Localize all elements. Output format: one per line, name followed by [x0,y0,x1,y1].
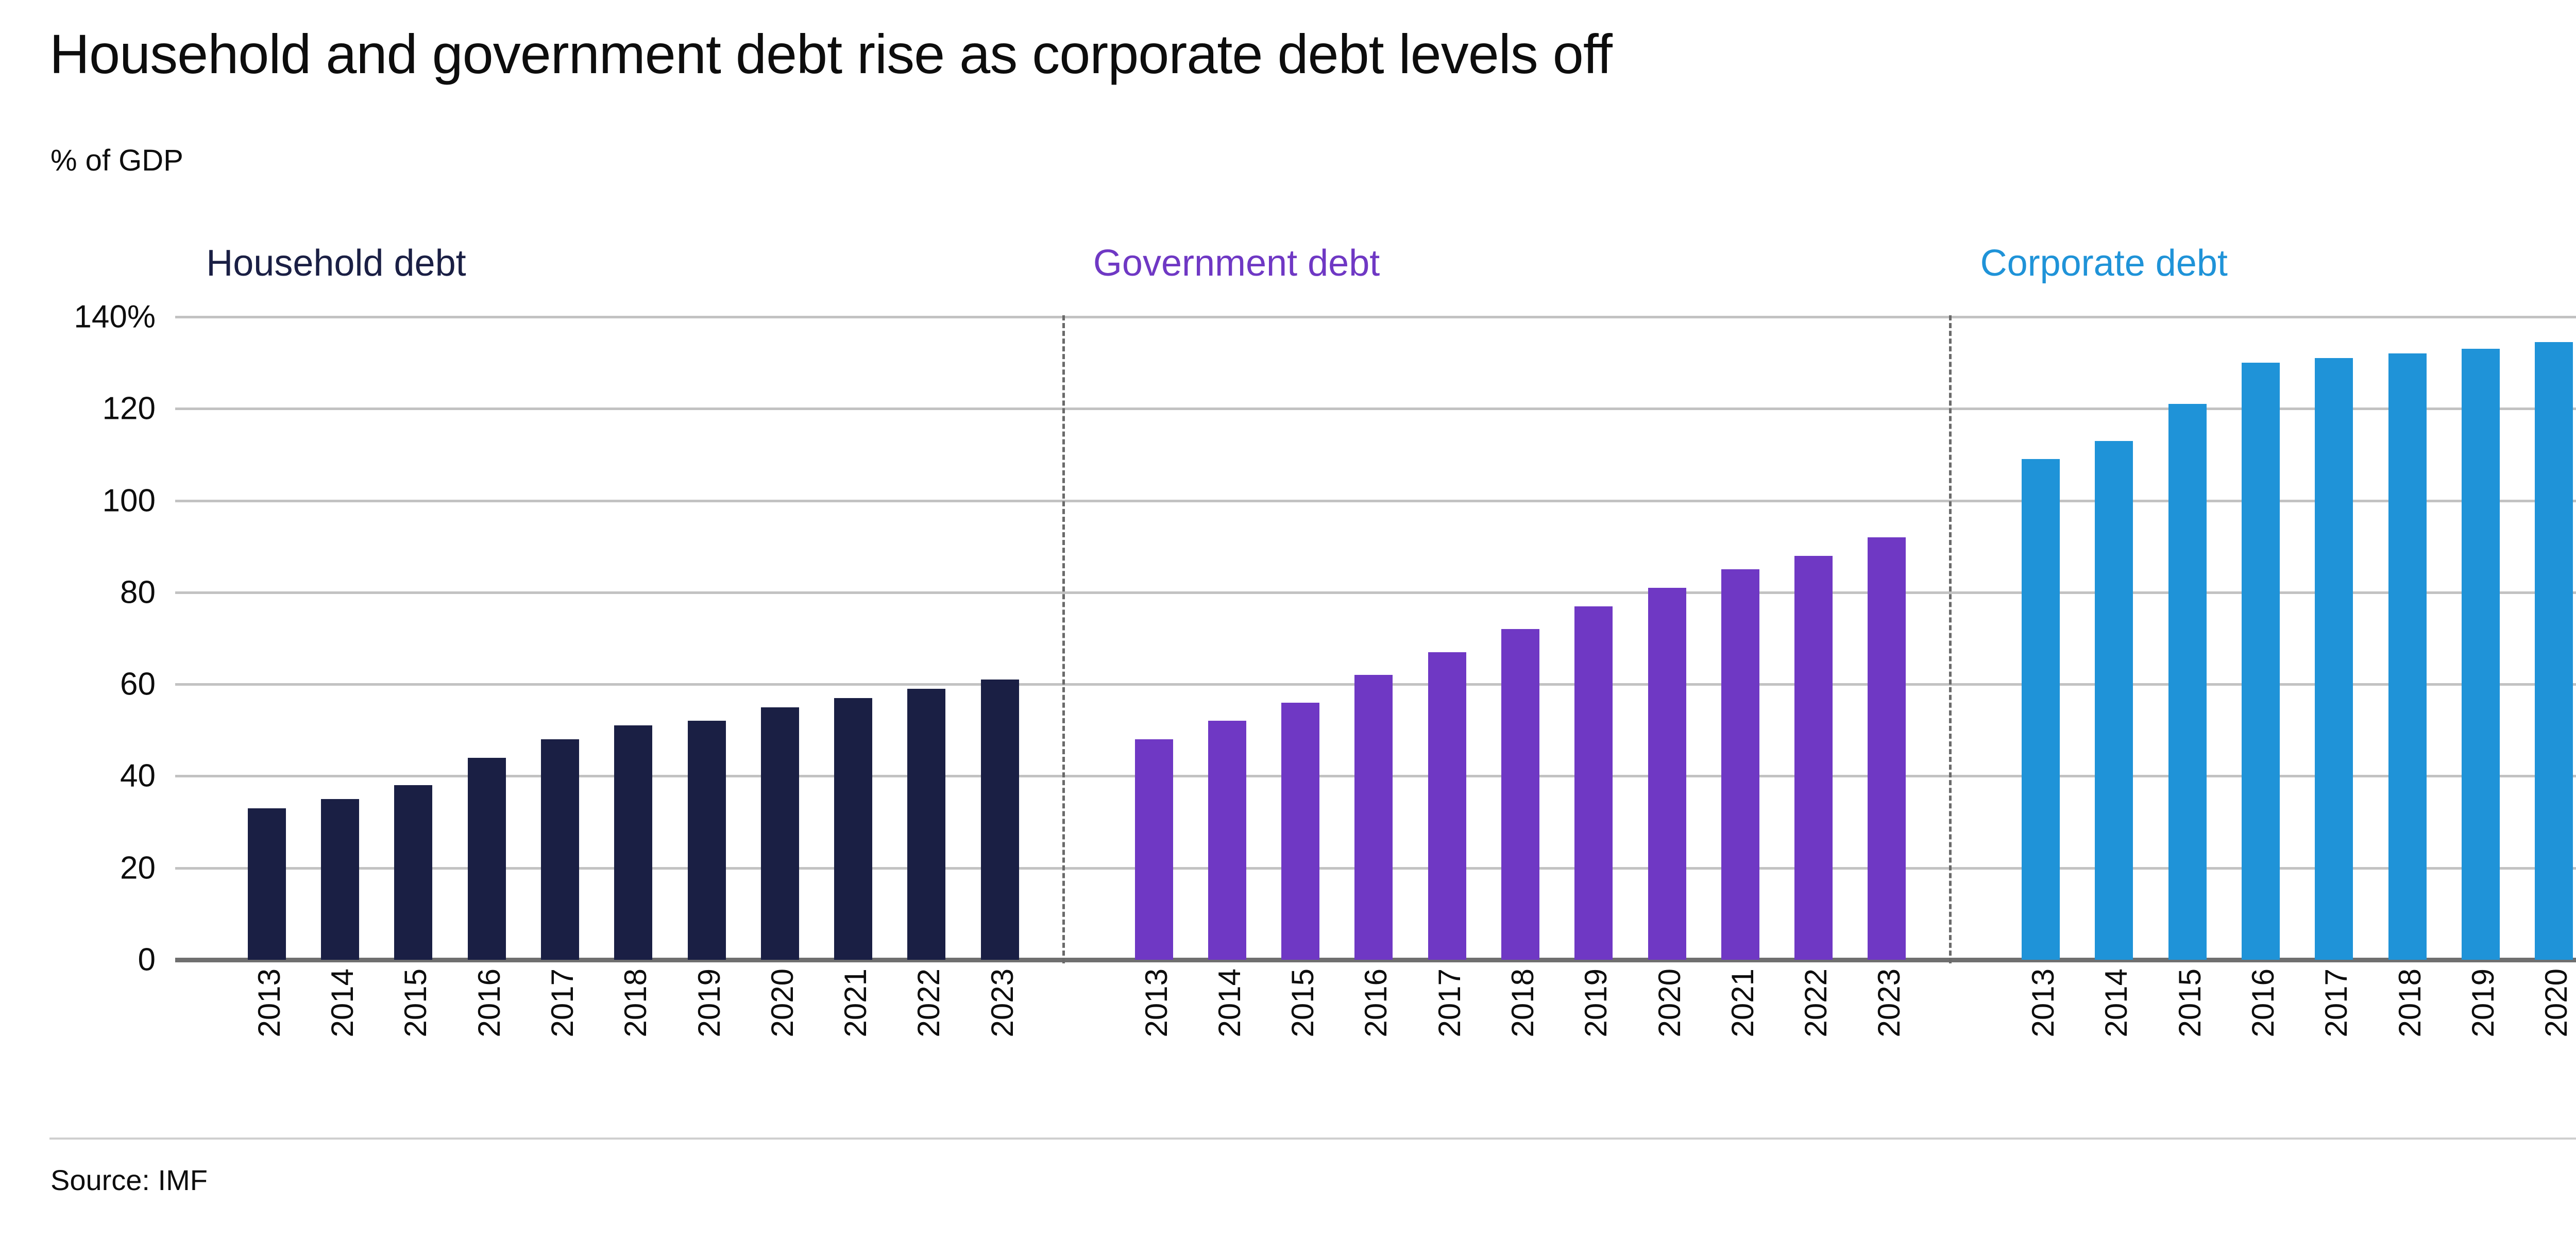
bar-corporate-2016[interactable] [2242,363,2280,960]
source-note: Source: IMF [50,1164,208,1196]
y-axis-tick-label: 40 [120,758,156,794]
panel-title-household: Household debt [206,243,466,284]
bar-corporate-2013[interactable] [2022,459,2060,960]
bar-corporate-2019[interactable] [2461,349,2500,960]
x-axis-tick-label: 2015 [1285,969,1320,1038]
y-axis-tick-label: 0 [138,942,156,978]
bar-household-2013[interactable] [247,808,286,960]
x-axis-baseline [175,958,2576,962]
bar-government-2023[interactable] [1868,537,1906,960]
bar-corporate-2014[interactable] [2095,440,2133,960]
x-axis-tick-label: 2019 [2465,969,2500,1038]
x-axis-tick-label: 2018 [2392,969,2427,1038]
gridline [175,316,2576,318]
x-axis-tick-label: 2018 [618,969,653,1038]
x-axis-tick-label: 2017 [1432,969,1467,1038]
panel-title-government: Government debt [1093,243,1380,284]
x-axis-tick-label: 2019 [691,969,726,1038]
x-axis-labels: 2013 2014 2015 2016 2017 2018 2019 2020 2021 2022… [175,969,2576,1123]
bar-household-2016[interactable] [467,757,506,960]
panel-title-corporate: Corporate debt [1980,243,2228,284]
x-axis-tick-label: 2014 [1212,969,1247,1038]
x-axis-tick-label: 2020 [1652,969,1687,1038]
bar-household-2020[interactable] [760,707,799,960]
bar-corporate-2020[interactable] [2535,342,2573,960]
x-axis-tick-label: 2021 [838,969,873,1038]
x-axis-tick-label: 2021 [1725,969,1760,1038]
page-title: Household and government debt rise as co… [49,23,1613,85]
bar-government-2021[interactable] [1721,569,1759,960]
gridline [175,408,2576,411]
bar-government-2016[interactable] [1354,675,1393,960]
bar-government-2013[interactable] [1134,739,1173,960]
bar-government-2022[interactable] [1794,555,1833,960]
x-axis-tick-label: 2022 [911,969,946,1038]
bar-household-2015[interactable] [394,785,433,960]
x-axis-tick-label: 2017 [545,969,580,1038]
x-axis-tick-label: 2020 [765,969,800,1038]
bar-household-2023[interactable] [980,680,1019,960]
bar-household-2017[interactable] [541,739,579,960]
y-axis-tick-label: 100 [102,483,156,519]
y-axis-tick-label: 60 [120,666,156,702]
bar-corporate-2015[interactable] [2168,404,2207,960]
bar-household-2014[interactable] [321,799,360,960]
y-axis-labels: 140% 120 100 80 60 40 20 0 [31,299,165,978]
y-axis-tick-label: 140% [74,299,156,335]
bar-government-2019[interactable] [1574,606,1613,960]
x-axis-tick-label: 2022 [1799,969,1834,1038]
bar-government-2017[interactable] [1428,652,1466,960]
panel-separator [1062,315,1065,963]
x-axis-tick-label: 2023 [985,969,1020,1038]
y-axis-tick-label: 120 [102,391,156,427]
x-axis-tick-label: 2023 [1872,969,1907,1038]
x-axis-tick-label: 2016 [1359,969,1394,1038]
bar-household-2022[interactable] [907,689,946,960]
gridline [175,591,2576,594]
x-axis-tick-label: 2019 [1579,969,1614,1038]
bar-government-2020[interactable] [1648,587,1686,960]
bar-government-2015[interactable] [1281,702,1320,960]
bar-government-2014[interactable] [1208,721,1246,960]
x-axis-tick-label: 2016 [471,969,506,1038]
x-axis-tick-label: 2013 [1139,969,1174,1038]
plot-area [175,316,2576,962]
bar-corporate-2017[interactable] [2315,358,2353,960]
x-axis-tick-label: 2013 [251,969,286,1038]
y-axis-tick-label: 20 [120,850,156,886]
panel-separator [1949,315,1952,963]
x-axis-tick-label: 2020 [2539,969,2574,1038]
x-axis-tick-label: 2018 [1505,969,1540,1038]
y-axis-tick-label: 80 [120,574,156,610]
bar-corporate-2018[interactable] [2388,353,2427,960]
footer-divider [49,1138,2576,1140]
bar-government-2018[interactable] [1501,629,1539,960]
x-axis-tick-label: 2017 [2319,969,2354,1038]
chart-subtitle: % of GDP [50,144,183,177]
x-axis-tick-label: 2016 [2246,969,2281,1038]
x-axis-tick-label: 2014 [2099,969,2134,1038]
gridline [175,499,2576,502]
x-axis-tick-label: 2015 [2172,969,2207,1038]
bar-household-2018[interactable] [614,725,653,960]
x-axis-tick-label: 2015 [398,969,433,1038]
bar-household-2021[interactable] [834,698,873,960]
x-axis-tick-label: 2014 [325,969,360,1038]
bar-household-2019[interactable] [687,721,726,960]
x-axis-tick-label: 2013 [2026,969,2061,1038]
